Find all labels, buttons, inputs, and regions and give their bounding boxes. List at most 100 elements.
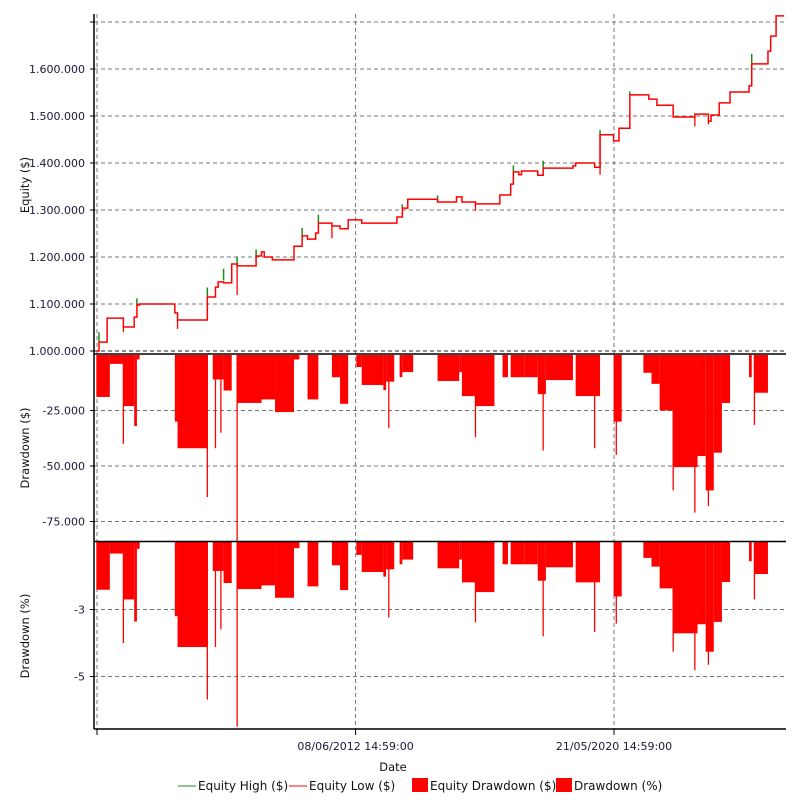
drawdown-pct-bar xyxy=(356,542,362,555)
drawdown-pct-bar xyxy=(340,542,349,591)
drawdown-pct-bar xyxy=(134,542,137,622)
drawdown-pct-bar xyxy=(177,542,208,648)
y-tick-label: 1.200.000 xyxy=(29,251,85,264)
drawdown-pct-bar xyxy=(510,542,525,565)
drawdown-pct-bar xyxy=(705,542,714,652)
drawdown-usd-bar xyxy=(294,355,300,360)
x-axis-title: Date xyxy=(379,760,407,774)
legend-label: Equity High ($) xyxy=(198,779,288,793)
drawdown-pct-series xyxy=(96,542,768,727)
drawdown-pct-bar xyxy=(697,542,706,625)
drawdown-usd-bar xyxy=(575,355,601,397)
drawdown-pct-bar xyxy=(673,542,698,634)
drawdown-usd-bar xyxy=(697,355,706,457)
drawdown-pct-bar xyxy=(136,542,140,549)
drawdown-usd-bar xyxy=(705,355,714,491)
drawdown-usd-bar xyxy=(613,355,622,422)
drawdown-usd-bar xyxy=(461,355,476,397)
drawdown-pct-bar xyxy=(109,542,124,554)
legend-label: Equity Drawdown ($) xyxy=(430,779,556,793)
chart-marks xyxy=(96,15,785,727)
drawdown-usd-bar xyxy=(399,355,403,378)
drawdown-usd-bar xyxy=(673,355,698,468)
y-tick-label: -75.000 xyxy=(43,516,85,529)
drawdown-pct-bar xyxy=(294,542,300,549)
x-tick-label: 21/05/2020 14:59:00 xyxy=(556,740,672,753)
drawdown-usd-bar xyxy=(386,355,395,382)
drawdown-usd-bar xyxy=(437,355,460,381)
y-axis-title-drawdown-pct: Drawdown (%) xyxy=(18,594,32,679)
legend-label: Drawdown (%) xyxy=(574,779,662,793)
drawdown-pct-bar xyxy=(386,542,395,570)
drawdown-usd-bar xyxy=(174,355,178,422)
drawdown-pct-bar xyxy=(524,542,538,565)
drawdown-pct-bar xyxy=(545,542,573,568)
drawdown-usd-bar xyxy=(545,355,573,381)
drawdown-pct-bar xyxy=(212,542,224,571)
y-tick-label: -50.000 xyxy=(43,460,85,473)
drawdown-pct-bar xyxy=(399,542,403,565)
drawdown-usd-bar xyxy=(307,355,319,400)
drawdown-pct-bar xyxy=(659,542,674,589)
drawdown-usd-bar xyxy=(361,355,384,385)
drawdown-usd-bar xyxy=(510,355,525,378)
drawdown-pct-bar xyxy=(651,542,660,567)
drawdown-pct-bar xyxy=(275,542,295,598)
drawdown-pct-bar xyxy=(96,542,110,590)
drawdown-pct-bar xyxy=(575,542,601,583)
drawdown-usd-bar xyxy=(109,355,124,364)
y-tick-label: -3 xyxy=(74,604,85,617)
drawdown-pct-bar xyxy=(174,542,178,617)
y-tick-label: 1.100.000 xyxy=(29,298,85,311)
drawdown-pct-bar xyxy=(461,542,476,583)
drawdown-usd-bar xyxy=(402,355,414,373)
drawdown-pct-bar xyxy=(643,542,652,558)
drawdown-pct-bar xyxy=(237,542,262,590)
y-tick-label: 1.600.000 xyxy=(29,63,85,76)
drawdown-usd-bar xyxy=(651,355,660,384)
legend-label: Equity Low ($) xyxy=(309,779,395,793)
drawdown-pct-bar xyxy=(754,542,768,574)
drawdown-usd-bar xyxy=(749,355,752,378)
drawdown-usd-bar xyxy=(331,355,341,378)
y-tick-label: -25.000 xyxy=(43,405,85,418)
drawdown-usd-bar xyxy=(136,355,140,360)
drawdown-pct-bar xyxy=(713,542,722,622)
drawdown-pct-bar xyxy=(383,542,387,577)
drawdown-usd-bar xyxy=(177,355,208,449)
y-axis-title-equity: Equity ($) xyxy=(18,157,32,213)
legend-swatch-box xyxy=(556,778,572,792)
drawdown-usd-bar xyxy=(659,355,674,411)
axes: 1.000.000 1.100.000 1.200.000 1.300.000 1.40… xyxy=(29,14,786,753)
drawdown-usd-bar xyxy=(223,355,232,391)
drawdown-usd-bar xyxy=(356,355,362,367)
drawdown-usd-bar xyxy=(754,355,768,393)
drawdown-pct-bar xyxy=(307,542,319,587)
drawdown-usd-bar xyxy=(459,355,462,373)
drawdown-pct-bar xyxy=(402,542,414,560)
y-axis-title-drawdown-usd: Drawdown ($) xyxy=(18,407,32,488)
y-tick-label: 1.500.000 xyxy=(29,110,85,123)
drawdown-usd-bar xyxy=(123,355,135,407)
y-tick-label: 1.400.000 xyxy=(29,157,85,170)
drawdown-usd-bar xyxy=(383,355,387,391)
drawdown-usd-bar xyxy=(475,355,495,407)
drawdown-pct-bar xyxy=(361,542,384,572)
y-tick-label: 1.300.000 xyxy=(29,204,85,217)
drawdown-usd-bar xyxy=(524,355,538,378)
drawdown-pct-bar xyxy=(475,542,495,593)
drawdown-pct-bar xyxy=(223,542,232,584)
y-tick-label: -5 xyxy=(74,671,85,684)
drawdown-usd-bar xyxy=(261,355,276,400)
equity-low-line xyxy=(96,15,785,352)
drawdown-usd-bar xyxy=(134,355,137,427)
drawdown-usd-bar xyxy=(643,355,652,373)
drawdown-pct-bar xyxy=(749,542,752,562)
drawdown-pct-bar xyxy=(537,542,546,581)
drawdown-usd-bar xyxy=(237,355,262,403)
drawdown-usd-bar xyxy=(721,355,731,403)
drawdown-pct-bar xyxy=(261,542,276,586)
drawdown-usd-bar xyxy=(212,355,224,380)
drawdown-pct-bar xyxy=(123,542,135,600)
